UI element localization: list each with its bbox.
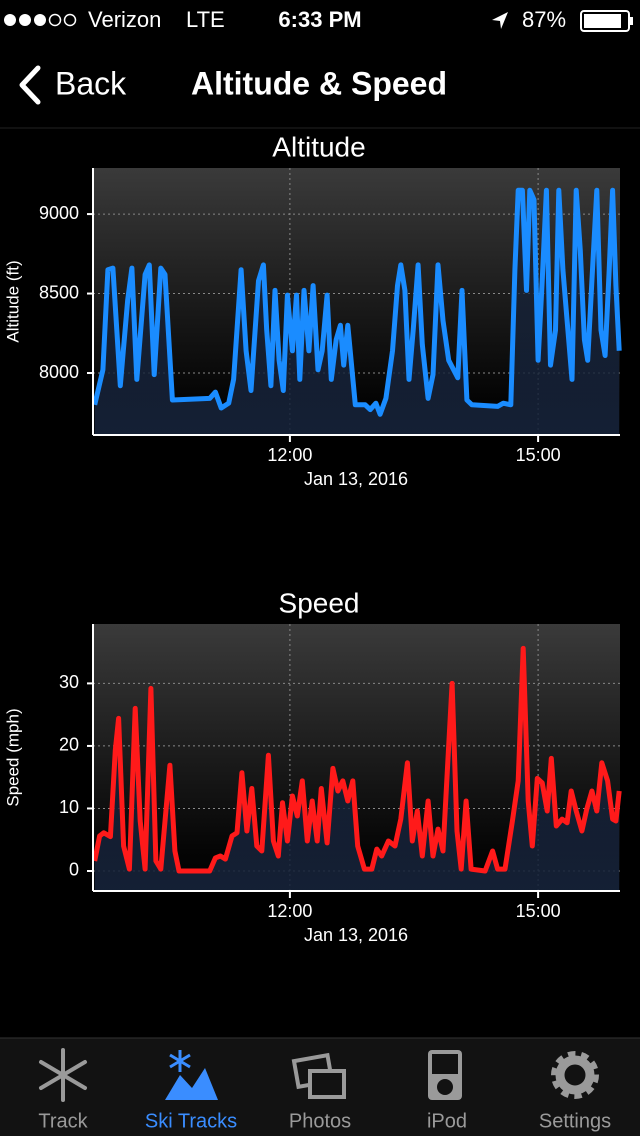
ski-tracks-icon[interactable] <box>165 1050 218 1100</box>
photos-icon[interactable] <box>291 1052 346 1099</box>
y-tick-label: 0 <box>69 860 79 880</box>
track-icon[interactable] <box>39 1048 87 1102</box>
x-tick-label: 12:00 <box>267 445 312 465</box>
tab-label[interactable]: Settings <box>539 1110 611 1132</box>
carrier: Verizon <box>88 7 161 32</box>
y-axis-label: Speed (mph) <box>3 708 22 806</box>
tab-label[interactable]: Track <box>38 1110 88 1132</box>
network: LTE <box>186 7 225 32</box>
signal-dot <box>48 13 62 27</box>
y-tick-label: 9000 <box>39 203 79 223</box>
chart-title: Altitude <box>272 131 365 162</box>
back-chevron[interactable] <box>19 65 41 105</box>
series-line <box>92 187 622 417</box>
nav-title: Altitude & Speed <box>191 65 447 101</box>
signal-dot <box>63 13 77 27</box>
back-button[interactable]: Back <box>55 65 127 101</box>
nav-bar: Back Altitude & Speed <box>0 65 640 129</box>
x-tick-label: 15:00 <box>516 445 561 465</box>
settings-icon[interactable] <box>551 1051 599 1099</box>
battery-level: 87% <box>522 7 566 32</box>
tab-label[interactable]: iPod <box>427 1110 467 1132</box>
battery-icon <box>580 10 630 32</box>
series-line <box>92 645 622 874</box>
status-bar: Verizon LTE 6:33 PM 87% <box>4 7 633 32</box>
y-tick-label: 20 <box>59 735 79 755</box>
y-tick-label: 30 <box>59 672 79 692</box>
y-tick-label: 8000 <box>39 362 79 382</box>
tab-label[interactable]: Ski Tracks <box>145 1110 237 1132</box>
tab-bar: Track Ski Tracks Photos iPod Settings <box>0 1037 640 1136</box>
ipod-icon[interactable] <box>428 1050 462 1100</box>
location-icon <box>492 12 508 29</box>
x-axis-label: Jan 13, 2016 <box>304 925 408 945</box>
signal-dot <box>34 14 46 26</box>
x-tick-label: 15:00 <box>516 901 561 921</box>
y-axis-label: Altitude (ft) <box>3 260 22 342</box>
y-tick-label: 10 <box>59 797 79 817</box>
x-tick-label: 12:00 <box>267 901 312 921</box>
tab-label[interactable]: Photos <box>289 1110 351 1132</box>
x-axis-label: Jan 13, 2016 <box>304 469 408 489</box>
battery-fill <box>584 14 621 28</box>
signal-dot <box>4 14 16 26</box>
chart-title: Speed <box>279 587 360 618</box>
y-tick-label: 8500 <box>39 282 79 302</box>
time: 6:33 PM <box>278 7 361 32</box>
signal-dot <box>19 14 31 26</box>
battery-tip <box>630 17 633 25</box>
